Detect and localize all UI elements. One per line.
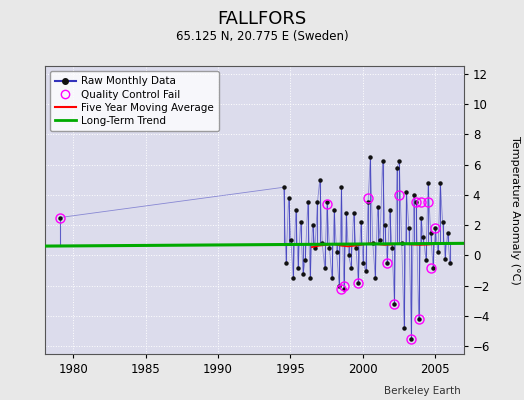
- Legend: Raw Monthly Data, Quality Control Fail, Five Year Moving Average, Long-Term Tren: Raw Monthly Data, Quality Control Fail, …: [50, 71, 219, 131]
- Y-axis label: Temperature Anomaly (°C): Temperature Anomaly (°C): [509, 136, 520, 284]
- Text: Berkeley Earth: Berkeley Earth: [385, 386, 461, 396]
- Text: FALLFORS: FALLFORS: [217, 10, 307, 28]
- Text: 65.125 N, 20.775 E (Sweden): 65.125 N, 20.775 E (Sweden): [176, 30, 348, 43]
